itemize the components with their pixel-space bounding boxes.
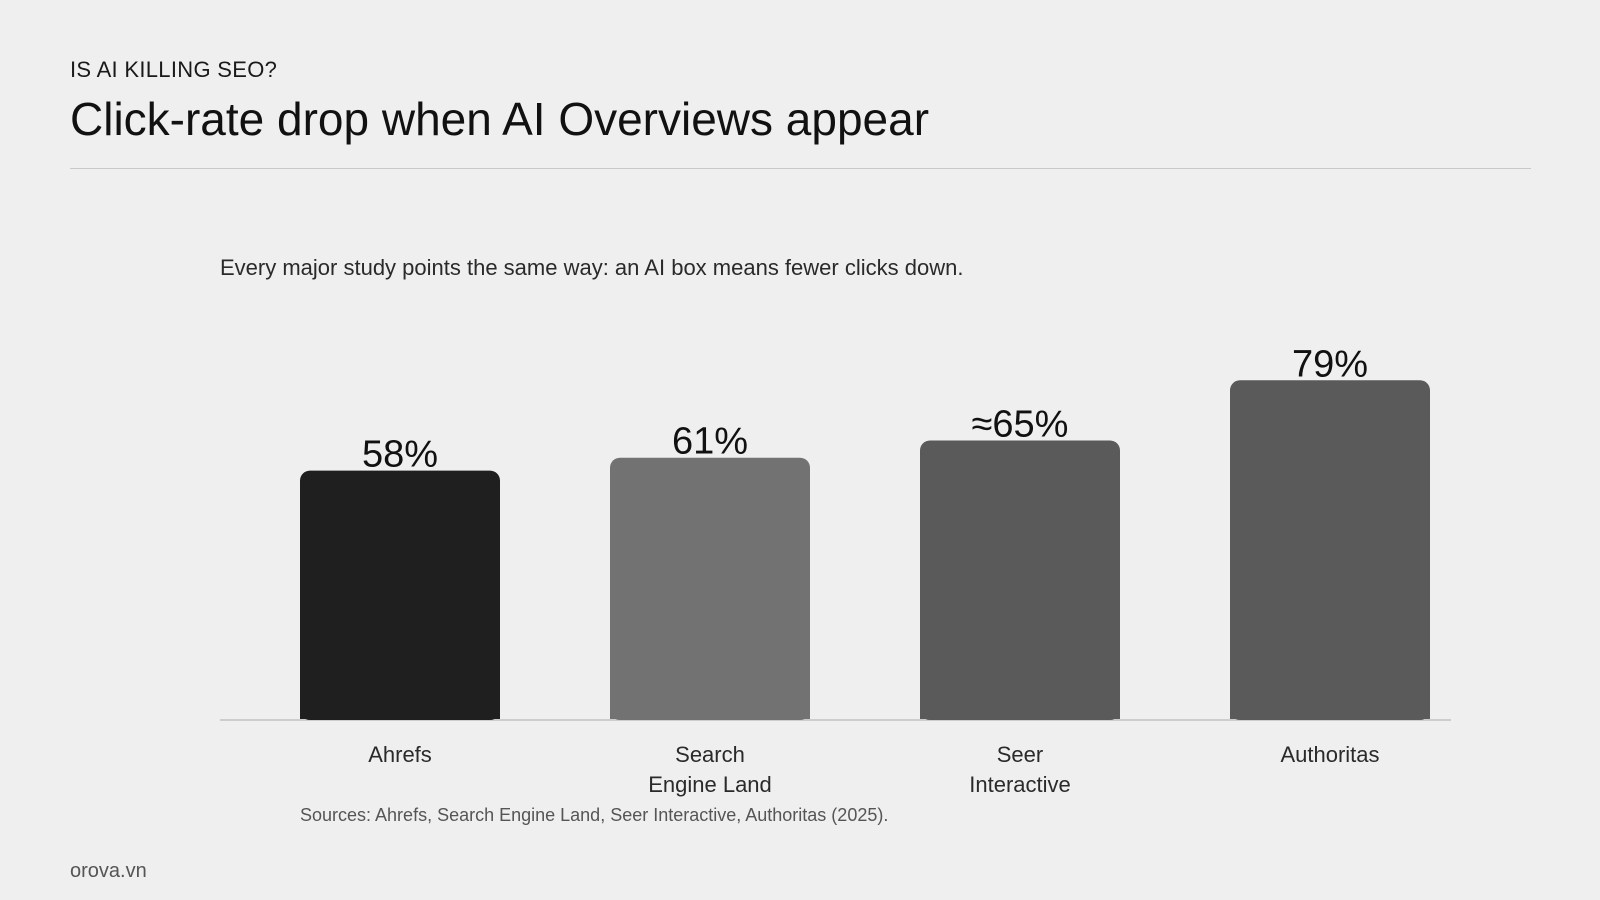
page-title: Click-rate drop when AI Overviews appear [70,93,930,145]
chart-subtitle: Every major study points the same way: a… [220,255,964,280]
value-label-1: 61% [672,421,748,463]
category-label-3: Authoritas [1280,742,1379,767]
category-label-line: Search [675,742,745,767]
bar-0 [300,470,500,720]
category-label-0: Ahrefs [368,742,432,767]
bar-1 [610,457,810,720]
sources-note: Sources: Ahrefs, Search Engine Land, See… [300,805,889,825]
category-label-1: Search Engine Land [648,742,772,797]
brand-footer: orova.vn [70,860,147,882]
kicker: IS AI KILLING SEO? [70,57,278,82]
category-label-line: Ahrefs [368,742,432,767]
bar-base-1 [610,710,810,719]
category-label-line: Seer [997,742,1043,767]
bar-2 [920,440,1120,720]
value-label-2: ≈65% [972,404,1069,446]
category-label-line: Engine Land [648,772,772,797]
bar-base-3 [1230,710,1430,719]
value-label-3: 79% [1292,343,1368,385]
value-label-0: 58% [362,434,438,476]
bar-base-2 [920,710,1120,719]
header-divider [70,168,1531,169]
bar-base-0 [300,710,500,719]
category-label-2: Seer Interactive [969,742,1071,797]
category-label-line: Interactive [969,772,1071,797]
category-label-line: Authoritas [1280,742,1379,767]
bar-3 [1230,380,1430,720]
